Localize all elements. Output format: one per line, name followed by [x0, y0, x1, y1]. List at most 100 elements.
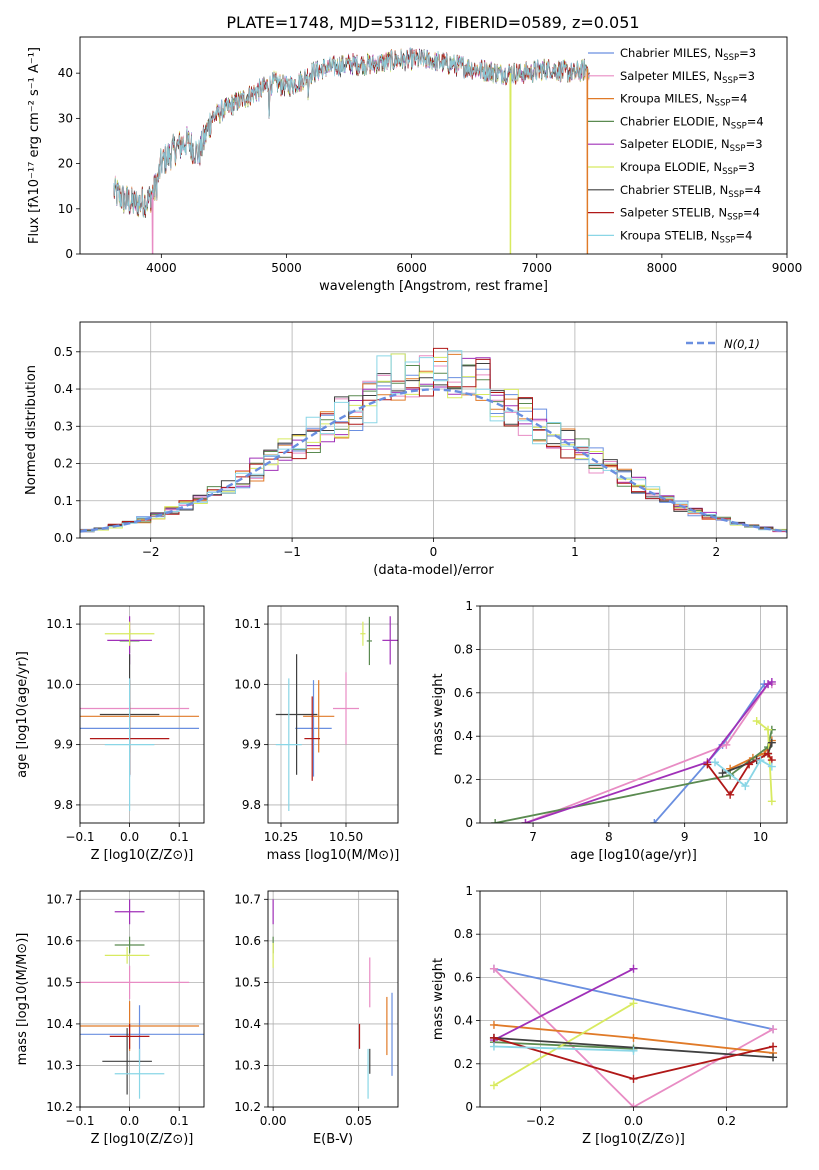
legend-entry: Salpeter ELODIE, NSSP=3 — [620, 137, 763, 154]
spectrum-legend: Chabrier MILES, NSSP=3 Salpeter MILES, NS… — [588, 46, 764, 245]
errorbar-point — [303, 680, 335, 753]
errorbars — [275, 616, 398, 811]
weight-marker — [769, 1053, 778, 1062]
errorbar-point — [275, 678, 302, 811]
legend-entry: Chabrier STELIB, NSSP=4 — [620, 183, 761, 200]
y-tick-label: 9.9 — [54, 738, 73, 752]
legend-entry: Kroupa ELODIE, NSSP=3 — [620, 160, 755, 177]
x-tick-label: 0 — [430, 545, 438, 559]
y-tick-label: 0 — [65, 247, 73, 261]
y-tick-label: 40 — [58, 66, 73, 80]
y-tick-label: 0.8 — [454, 927, 473, 941]
legend-subscript: SSP — [730, 144, 746, 154]
errorbar-point — [295, 680, 332, 777]
x-tick-label: 10 — [753, 830, 768, 844]
y-tick-label: 10.6 — [234, 934, 261, 948]
y-tick-label: 10.4 — [46, 1017, 73, 1031]
x-axis-label: (data-model)/error — [373, 563, 494, 578]
y-tick-label: 20 — [58, 157, 73, 171]
x-tick-label: 0.00 — [260, 1114, 287, 1128]
x-tick-label: −2 — [142, 545, 160, 559]
axes-frame — [267, 605, 399, 824]
errorbar-point — [275, 654, 318, 775]
y-axis-label: mass weight — [431, 958, 446, 1040]
legend-entry: Chabrier ELODIE, NSSP=4 — [620, 114, 764, 131]
legend-entry: Salpeter STELIB, NSSP=4 — [620, 206, 760, 223]
y-tick-label: 10 — [58, 202, 73, 216]
y-tick-label: 0.4 — [54, 382, 73, 396]
errorbars — [80, 899, 204, 1099]
weight-marker — [703, 760, 712, 769]
spectrum-lines — [113, 47, 590, 254]
axes-age_mass: 10.25 10.50 9.8 9.9 10.0 10.1 mass [log10(M/M⊙… — [234, 605, 399, 863]
y-tick-label: 0.4 — [454, 1014, 473, 1028]
weight-marker — [710, 758, 719, 767]
x-tick-label: 7 — [529, 830, 537, 844]
y-tick-label: 0.2 — [454, 1057, 473, 1071]
y-tick-label: 10.2 — [46, 1100, 73, 1114]
y-tick-label: 0.3 — [54, 419, 73, 433]
x-tick-label: 10.25 — [264, 830, 298, 844]
errorbar-point — [333, 672, 359, 745]
legend-subscript: SSP — [715, 99, 731, 109]
y-tick-label: 0.6 — [454, 686, 473, 700]
weight-marker — [489, 1042, 498, 1051]
weight-marker — [491, 819, 500, 823]
weight-marker — [489, 964, 498, 973]
weight-marker — [767, 797, 776, 806]
x-tick-label: 5000 — [271, 261, 302, 275]
legend-nssp: =4 — [735, 228, 752, 242]
y-tick-label: 10.3 — [46, 1058, 73, 1072]
x-tick-label: −1 — [283, 545, 301, 559]
y-tick-label: 10.3 — [234, 1058, 261, 1072]
y-axis-label: Normed distribution — [24, 365, 39, 495]
axes-mass_Z: −0.1 0.0 0.1 10.2 10.3 10.4 10.5 10.6 10.7 Z [log… — [15, 890, 205, 1147]
weight-line — [493, 1041, 634, 1050]
x-axis-label: E(B-V) — [313, 1132, 353, 1147]
weight-marker — [726, 790, 735, 799]
y-tick-label: 0.6 — [454, 970, 473, 984]
weight-marker — [764, 725, 773, 734]
x-tick-label: −0.1 — [65, 1114, 94, 1128]
x-tick-label: 8 — [605, 830, 613, 844]
plot-area — [80, 891, 204, 1107]
legend-subscript: SSP — [723, 53, 739, 63]
weight-marker — [769, 1042, 778, 1051]
legend-nssp: =4 — [747, 114, 764, 128]
errorbar-point — [114, 1048, 165, 1099]
y-tick-label: 9.9 — [242, 738, 261, 752]
x-axis-label: age [log10(age/yr)] — [570, 848, 697, 863]
axes-frame — [479, 890, 788, 1108]
errorbar-point — [102, 1028, 152, 1095]
weight-marker — [521, 819, 530, 823]
weight-marker — [741, 782, 750, 791]
legend-entry: Chabrier MILES, NSSP=3 — [620, 46, 756, 63]
weight-line — [493, 1045, 634, 1052]
errorbar-point — [104, 947, 150, 964]
weight-marker — [745, 760, 754, 769]
y-tick-label: 0.2 — [454, 773, 473, 787]
y-tick-label: 0.8 — [454, 642, 473, 656]
y-tick-label: 9.8 — [242, 798, 261, 812]
weight-marker — [718, 769, 727, 778]
weight-marker — [629, 999, 638, 1008]
weight-marker — [629, 1074, 638, 1083]
errorbar-point — [114, 936, 145, 954]
axes-frame — [79, 321, 788, 539]
y-tick-label: 10.0 — [46, 677, 73, 691]
errorbar-point — [109, 1023, 150, 1049]
weight-marker — [629, 1033, 638, 1042]
histogram-step — [80, 350, 787, 533]
y-tick-label: 10.5 — [46, 975, 73, 989]
y-tick-label: 10.5 — [234, 975, 261, 989]
x-tick-label: 0.05 — [345, 1114, 372, 1128]
errorbars — [80, 616, 200, 811]
axes-age_Z: −0.1 0.0 0.1 9.8 9.9 10.0 10.1 Z [log10(Z/Z⊙)] a… — [15, 605, 205, 863]
x-tick-label: 9 — [681, 830, 689, 844]
y-tick-label: 0.4 — [454, 729, 473, 743]
weight-marker — [767, 738, 776, 747]
weight-line — [493, 967, 634, 1041]
x-tick-label: 0.1 — [170, 1114, 189, 1128]
y-tick-label: 30 — [58, 111, 73, 125]
